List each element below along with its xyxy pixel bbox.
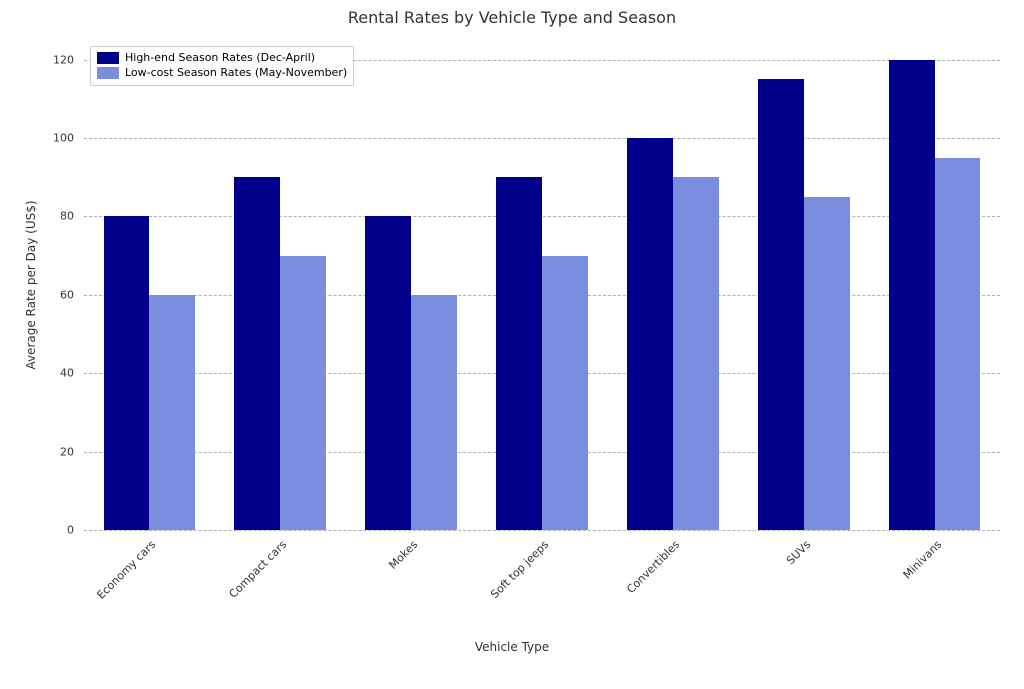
bar bbox=[542, 256, 588, 530]
chart-container: Rental Rates by Vehicle Type and Season … bbox=[0, 0, 1024, 680]
bar bbox=[234, 177, 280, 530]
y-tick-label: 100 bbox=[34, 132, 74, 145]
bar bbox=[280, 256, 326, 530]
x-tick-label: SUVs bbox=[662, 538, 813, 689]
y-tick-label: 120 bbox=[34, 53, 74, 66]
gridline bbox=[84, 138, 1000, 139]
x-tick-label: Economy cars bbox=[8, 538, 159, 689]
x-tick-label: Minivans bbox=[793, 538, 944, 689]
x-axis-label: Vehicle Type bbox=[0, 640, 1024, 654]
bar bbox=[758, 79, 804, 530]
legend-item: Low-cost Season Rates (May-November) bbox=[97, 66, 347, 81]
bar bbox=[673, 177, 719, 530]
legend: High-end Season Rates (Dec-April)Low-cos… bbox=[90, 46, 354, 86]
gridline bbox=[84, 216, 1000, 217]
bar bbox=[889, 60, 935, 530]
bar bbox=[365, 216, 411, 530]
legend-label: High-end Season Rates (Dec-April) bbox=[125, 51, 315, 66]
gridline bbox=[84, 530, 1000, 531]
y-tick-label: 20 bbox=[34, 445, 74, 458]
x-tick-label: Convertibles bbox=[531, 538, 682, 689]
bar bbox=[627, 138, 673, 530]
bar bbox=[104, 216, 150, 530]
legend-label: Low-cost Season Rates (May-November) bbox=[125, 66, 347, 81]
bar bbox=[804, 197, 850, 530]
plot-area bbox=[84, 40, 1000, 530]
x-tick-label: Soft top jeeps bbox=[401, 538, 552, 689]
legend-patch bbox=[97, 52, 119, 64]
y-tick-label: 40 bbox=[34, 367, 74, 380]
bar bbox=[935, 158, 981, 530]
x-tick-label: Mokes bbox=[270, 538, 421, 689]
y-tick-label: 80 bbox=[34, 210, 74, 223]
bar bbox=[496, 177, 542, 530]
legend-patch bbox=[97, 67, 119, 79]
bar bbox=[149, 295, 195, 530]
y-tick-label: 0 bbox=[34, 524, 74, 537]
chart-title: Rental Rates by Vehicle Type and Season bbox=[0, 8, 1024, 27]
bar bbox=[411, 295, 457, 530]
x-tick-label: Compact cars bbox=[139, 538, 290, 689]
legend-item: High-end Season Rates (Dec-April) bbox=[97, 51, 347, 66]
y-tick-label: 60 bbox=[34, 288, 74, 301]
